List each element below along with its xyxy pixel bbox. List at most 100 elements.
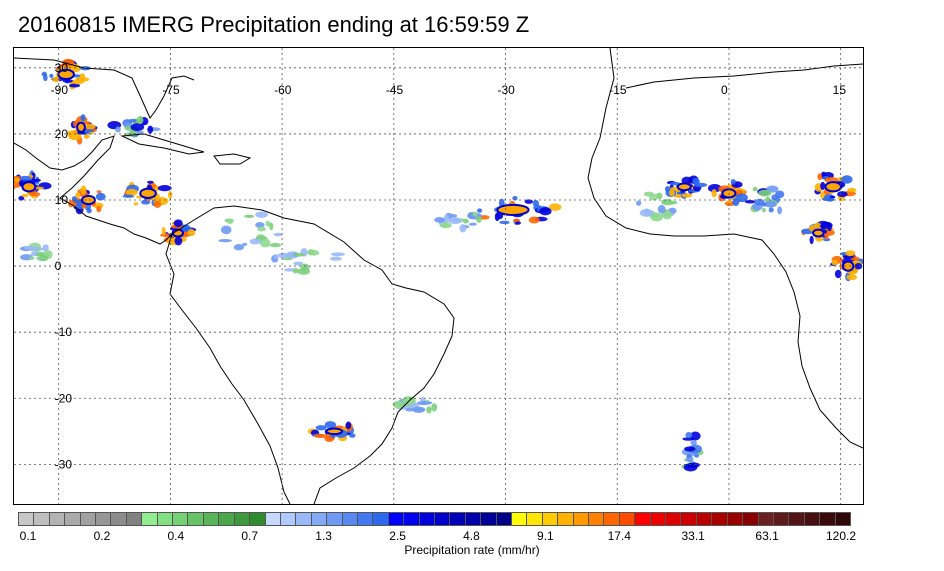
- colorbar-swatch: [219, 513, 235, 525]
- colorbar-tick-label: 120.2: [825, 529, 857, 543]
- graticule-labels: -90 -75 -60 -45 -30 -15 0 15 30 20 10 0 -10 -20 -30: [51, 61, 847, 472]
- colorbar-swatch: [373, 513, 389, 525]
- lon-tick-label: -30: [498, 83, 516, 97]
- colorbar-swatch: [727, 513, 744, 525]
- colorbar-swatch: [280, 513, 297, 525]
- colorbar-tick-label: 4.8: [463, 529, 480, 543]
- colorbar-swatch: [173, 513, 189, 525]
- colorbar-swatch: [311, 513, 328, 525]
- colorbar-title: Precipitation rate (mm/hr): [404, 543, 540, 557]
- colorbar-swatch: [265, 513, 281, 525]
- colorbar-swatch: [234, 513, 251, 525]
- colorbar-tick-label: 33.1: [681, 529, 705, 543]
- colorbar-swatch: [419, 513, 435, 525]
- colorbar-swatch: [142, 513, 158, 525]
- colorbar-tick-label: 1.3: [315, 529, 332, 543]
- colorbar-swatch: [327, 513, 343, 525]
- colorbar-swatch: [635, 513, 651, 525]
- colorbar: [18, 512, 851, 526]
- colorbar-swatch: [19, 513, 35, 525]
- colorbar-swatch: [681, 513, 697, 525]
- coastline-hispaniola: [213, 153, 252, 165]
- colorbar-tick-label: 2.5: [389, 529, 406, 543]
- colorbar-swatch: [820, 513, 836, 525]
- map-title: 20160815 IMERG Precipitation ending at 1…: [18, 12, 530, 37]
- colorbar-swatch: [666, 513, 682, 525]
- rain-region-itcz-central-atlantic: [468, 196, 562, 225]
- lon-tick-label: 15: [833, 83, 847, 97]
- colorbar-swatch: [188, 513, 204, 525]
- coastline-cuba: [120, 133, 205, 155]
- colorbar-swatch: [203, 513, 220, 525]
- colorbar-swatch: [743, 513, 759, 525]
- colorbar-swatch: [434, 513, 451, 525]
- rain-region-central-america-west: [14, 170, 52, 201]
- colorbar-swatch: [558, 513, 574, 525]
- rain-region-west-africa-guinea: [636, 191, 678, 222]
- colorbar-swatch: [465, 513, 482, 525]
- lat-tick-label: 0: [55, 259, 62, 273]
- rain-region-chad-lake: [814, 171, 857, 202]
- colorbar-swatch: [157, 513, 174, 525]
- precipitation-map: -90 -75 -60 -45 -30 -15 0 15 30 20 10 0 -10 -20 -30: [13, 47, 864, 505]
- colorbar-swatch: [111, 513, 127, 525]
- colorbar-swatch: [357, 513, 374, 525]
- lat-tick-label: -10: [55, 325, 73, 339]
- rain-region-southern-brazil: [307, 421, 356, 442]
- colorbar-swatch: [573, 513, 590, 525]
- colorbar-swatch: [619, 513, 636, 525]
- rain-region-congo: [830, 250, 863, 282]
- colorbar-swatch: [80, 513, 97, 525]
- rain-region-east-pacific: [19, 242, 53, 262]
- colorbar-tick-label: 0.2: [93, 529, 111, 543]
- coastline-africa: [587, 48, 863, 449]
- colorbar-swatch: [650, 513, 667, 525]
- rain-region-yucatan: [66, 114, 98, 145]
- colorbar-swatch: [96, 513, 112, 525]
- lat-tick-label: -30: [55, 457, 73, 471]
- rain-region-cuba: [107, 115, 161, 138]
- colorbar-swatch: [49, 513, 66, 525]
- coastline-north-america: [14, 57, 195, 245]
- rain-region-caribbean-panama: [122, 180, 173, 208]
- colorbar-swatch: [342, 513, 358, 525]
- lon-tick-label: -15: [609, 83, 627, 97]
- coastline-south-america: [165, 205, 455, 504]
- colorbar-swatch: [34, 513, 50, 525]
- rain-region-west-africa-niger: [744, 185, 785, 215]
- rain-region-venezuela: [218, 211, 283, 251]
- rain-region-colombia: [160, 219, 197, 246]
- colorbar-tick-label: 63.1: [755, 529, 779, 543]
- rain-region-west-africa-mali: [664, 175, 708, 199]
- colorbar-swatch: [496, 513, 512, 525]
- rain-region-central-america-south: [68, 185, 106, 215]
- colorbar-swatch: [804, 513, 821, 525]
- colorbar-swatch: [450, 513, 466, 525]
- coastline-mediterranean: [625, 63, 863, 89]
- colorbar-swatch: [835, 513, 850, 525]
- colorbar-swatch: [512, 513, 528, 525]
- lon-tick-label: -75: [162, 83, 180, 97]
- colorbar-swatch: [527, 513, 543, 525]
- colorbar-tick-label: 17.4: [607, 529, 631, 543]
- lon-tick-label: -60: [274, 83, 292, 97]
- colorbar-swatch: [696, 513, 713, 525]
- colorbar-swatch: [773, 513, 790, 525]
- graticule: [14, 48, 863, 504]
- colorbar-swatch: [250, 513, 266, 525]
- colorbar-swatch: [388, 513, 405, 525]
- coastlines: [14, 48, 863, 504]
- lat-tick-label: -20: [55, 391, 73, 405]
- lon-tick-label: -45: [386, 83, 404, 97]
- colorbar-swatch: [65, 513, 81, 525]
- rain-region-itcz-central-atlantic-west: [434, 211, 482, 233]
- colorbar-swatch: [758, 513, 774, 525]
- colorbar-tick-label: 0.7: [241, 529, 259, 543]
- colorbar-swatch: [126, 513, 143, 525]
- colorbar-tick-label: 0.4: [167, 529, 185, 543]
- rain-region-cameroon: [801, 220, 835, 245]
- rain-region-amazon-north: [271, 248, 345, 275]
- colorbar-swatch: [296, 513, 312, 525]
- colorbar-swatch: [542, 513, 559, 525]
- lat-tick-label: 20: [55, 127, 69, 141]
